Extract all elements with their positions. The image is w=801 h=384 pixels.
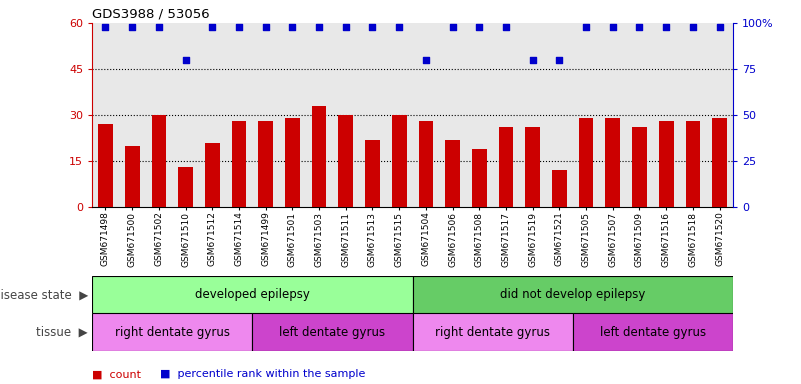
Bar [125,146,139,207]
Point [500,24,513,30]
Bar [552,170,567,207]
Text: left dentate gyrus: left dentate gyrus [280,326,385,339]
Point [526,57,539,63]
Bar [606,118,620,207]
Point [686,24,699,30]
Bar [205,143,219,207]
Point [606,24,619,30]
Point [713,24,726,30]
Text: right dentate gyrus: right dentate gyrus [435,326,550,339]
Bar [365,140,380,207]
Point [392,24,405,30]
Point [232,24,245,30]
Point [340,24,352,30]
Bar [632,127,647,207]
Text: developed epilepsy: developed epilepsy [195,288,310,301]
Bar [92,313,252,351]
Bar [413,313,573,351]
Point [366,24,379,30]
Bar [472,149,487,207]
Point [553,57,566,63]
Bar [498,127,513,207]
Text: tissue  ▶: tissue ▶ [37,326,88,339]
Text: GDS3988 / 53056: GDS3988 / 53056 [92,7,210,20]
Bar [285,118,300,207]
Bar [392,115,406,207]
Point [660,24,673,30]
Text: ■  count: ■ count [92,369,141,379]
Point [126,24,139,30]
Bar [179,167,193,207]
Point [633,24,646,30]
Point [286,24,299,30]
Bar [573,313,733,351]
Point [206,24,219,30]
Text: did not develop epilepsy: did not develop epilepsy [500,288,646,301]
Bar [413,276,733,313]
Point [473,24,485,30]
Point [260,24,272,30]
Point [179,57,192,63]
Bar [231,121,247,207]
Point [99,24,112,30]
Bar [339,115,353,207]
Text: disease state  ▶: disease state ▶ [0,288,88,301]
Bar [712,118,727,207]
Point [420,57,433,63]
Bar [312,106,327,207]
Text: left dentate gyrus: left dentate gyrus [600,326,706,339]
Point [312,24,325,30]
Bar [445,140,460,207]
Bar [419,121,433,207]
Bar [525,127,540,207]
Bar [252,313,413,351]
Bar [92,276,413,313]
Bar [258,121,273,207]
Point [580,24,593,30]
Point [152,24,165,30]
Bar [98,124,113,207]
Text: ■  percentile rank within the sample: ■ percentile rank within the sample [160,369,365,379]
Bar [151,115,167,207]
Point [446,24,459,30]
Text: right dentate gyrus: right dentate gyrus [115,326,230,339]
Bar [659,121,674,207]
Bar [579,118,594,207]
Bar [686,121,700,207]
